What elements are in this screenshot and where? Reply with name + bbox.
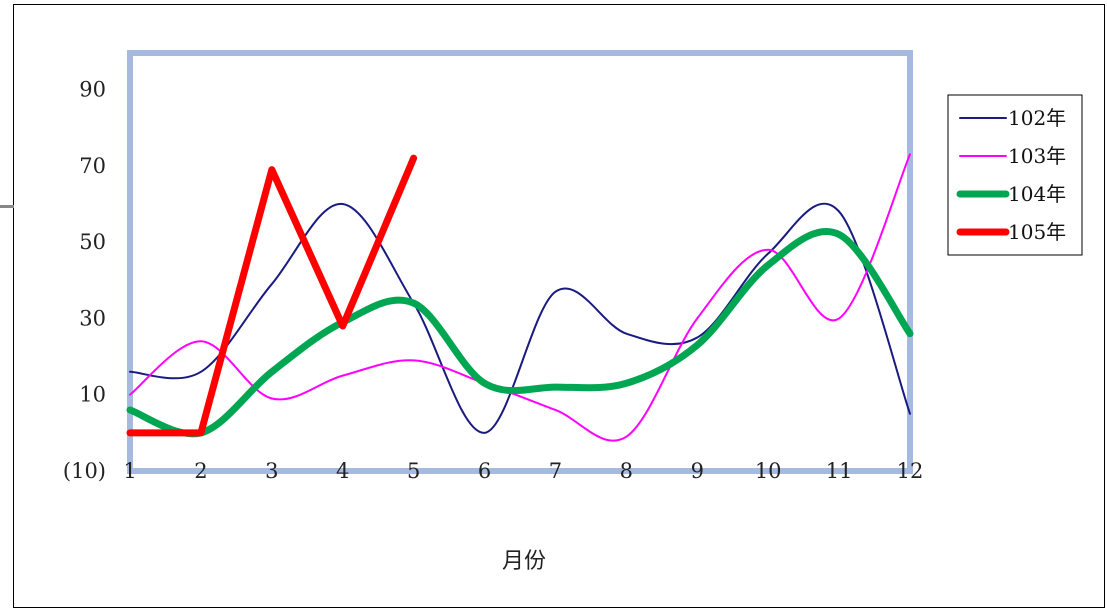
y-tick-label: 70 — [79, 154, 106, 178]
legend-label: 102年 — [1008, 106, 1066, 130]
x-tick-label: 8 — [620, 459, 633, 483]
edge-marker — [0, 205, 14, 208]
y-tick-label: 30 — [79, 306, 106, 330]
series-line-104年 — [126, 227, 914, 438]
y-axis-ticks: 90 70 50 30 10 (10) — [63, 78, 106, 484]
x-tick-label: 6 — [478, 459, 491, 483]
x-tick-label: 11 — [826, 459, 853, 483]
series-lines — [126, 153, 914, 442]
x-tick-label: 2 — [194, 459, 207, 483]
series-line-105年 — [126, 154, 418, 437]
legend: 102年 103年 104年 105年 — [947, 94, 1083, 256]
x-tick-label: 10 — [755, 459, 782, 483]
legend-label: 105年 — [1008, 220, 1066, 244]
x-tick-label: 9 — [691, 459, 704, 483]
x-tick-label: 3 — [265, 459, 278, 483]
y-tick-label: 90 — [79, 78, 106, 102]
series-line-102年 — [129, 202, 911, 434]
chart-frame: 90 70 50 30 10 (10) 1 2 3 4 5 6 7 8 9 10 11 12 月份 102年 10… — [13, 4, 1105, 608]
y-tick-label: (10) — [63, 459, 106, 483]
x-tick-label: 12 — [897, 459, 924, 483]
legend-label: 103年 — [1008, 144, 1066, 168]
series-line-103年 — [129, 153, 911, 442]
plot-area — [127, 50, 913, 474]
y-tick-label: 10 — [79, 383, 106, 407]
x-tick-label: 7 — [549, 459, 562, 483]
x-tick-label: 4 — [336, 459, 349, 483]
legend-box — [947, 94, 1083, 256]
y-tick-label: 50 — [79, 230, 106, 254]
x-axis-ticks: 1 2 3 4 5 6 7 8 9 10 11 12 — [123, 459, 923, 483]
legend-label: 104年 — [1008, 182, 1066, 206]
x-tick-label: 1 — [123, 459, 136, 483]
plot-border — [127, 50, 913, 474]
x-axis-label: 月份 — [502, 549, 546, 574]
x-tick-label: 5 — [407, 459, 420, 483]
